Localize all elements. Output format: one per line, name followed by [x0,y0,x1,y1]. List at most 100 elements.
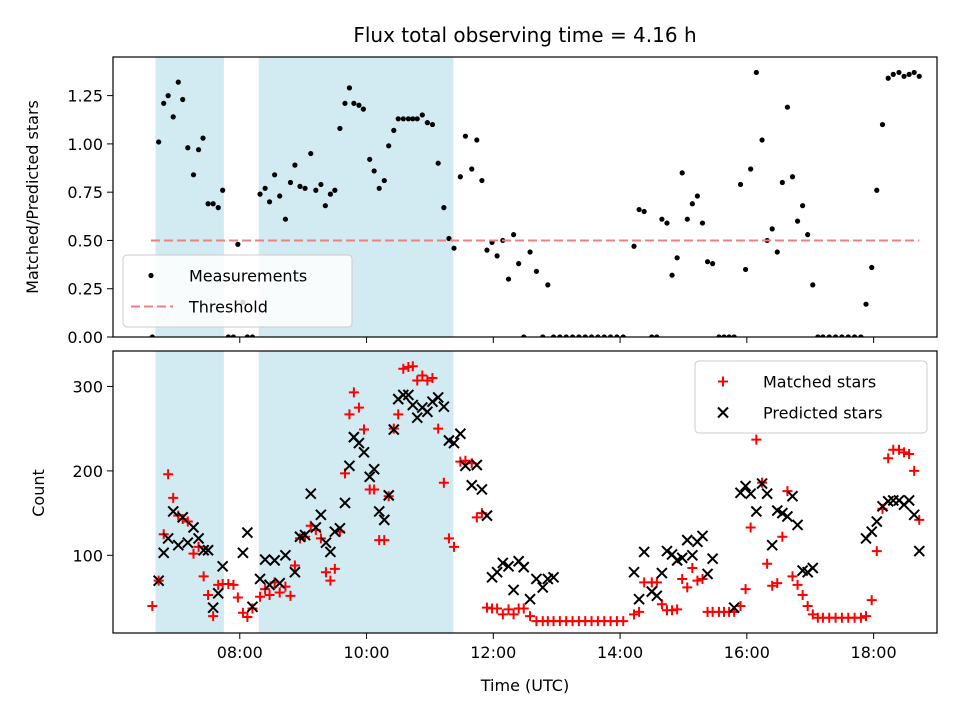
ratio-panel-y-axis-label: Matched/Predicted stars [23,100,42,294]
matched-star-point [687,562,698,573]
measurement-point [313,187,319,193]
predicted-star-point [547,571,560,583]
measurement-point [769,226,775,232]
predicted-star-point [791,519,804,531]
series-measurements [149,69,922,337]
measurement-point [805,232,811,238]
measurement-point [832,334,839,337]
matched-star-point [792,579,803,590]
measurement-point [200,135,206,141]
measurement-point [479,177,485,184]
measurement-point [620,334,626,337]
measurement-point [906,71,912,77]
matched-star-point [492,603,503,614]
matched-star-point [274,587,285,598]
measurement-point [659,216,665,222]
predicted-star-point [373,505,385,518]
matched-star-point [656,599,667,610]
measurement-point [494,253,500,259]
measurement-point [789,174,796,180]
measurement-point [601,334,607,337]
measurement-point [266,199,273,205]
measurement-point [292,162,298,168]
measurement-point [563,334,569,337]
predicted-star-point [237,547,249,559]
matched-star-point [412,375,423,386]
predicted-star-point [268,554,281,567]
measurement-point [215,205,221,211]
matched-star-point [359,424,370,435]
predicted-star-point [706,552,719,565]
measurement-point [858,334,864,337]
measurement-point [327,191,334,197]
predicted-star-point [388,423,400,436]
measurement-point [557,334,563,337]
predicted-star-point [681,534,693,546]
predicted-star-point [364,471,376,483]
measurement-point [779,179,785,186]
predicted-star-point [305,487,317,500]
measurement-point [277,193,283,199]
measurement-point [607,334,614,337]
predicted-star-point [320,536,332,549]
count-panel-y-axis-label: Count [29,469,48,517]
measurement-point [516,261,522,267]
measurement-point [429,121,436,128]
measurement-point [815,334,821,337]
measurement-point [400,116,406,122]
predicted-star-point [353,437,365,449]
x-axis-label: Time (UTC) [480,676,569,695]
predicted-star-point [497,557,509,569]
measurement-point [230,334,237,337]
measurement-point [654,334,660,337]
x-tick-label: 10:00 [343,643,389,662]
measurement-point [879,121,886,128]
measurement-point [332,187,338,193]
measurement-point [674,255,680,261]
measurement-point [759,137,765,143]
matched-star-point [163,469,174,480]
matched-star-point [871,546,882,557]
measurement-point [505,276,512,282]
measurement-point [569,334,576,337]
measurement-point [342,100,348,106]
measurement-point [649,334,655,337]
matched-star-point [899,447,910,458]
measurement-point [748,166,754,172]
measurement-point [820,334,826,337]
predicted-star-point [676,552,688,564]
matched-star-point [762,558,773,569]
measurement-point [742,266,749,273]
predicted-star-point [913,545,925,557]
measurement-point [220,187,226,193]
matched-star-point [449,541,460,552]
measurement-point [381,177,387,184]
measurement-point [576,334,582,337]
matched-star-point [802,600,813,611]
predicted-star-point [454,428,467,440]
measurement-point [527,249,533,255]
matched-star-point [682,582,693,593]
matched-star-point [767,580,778,591]
predicted-star-point [172,539,184,551]
predicted-star-point [871,515,883,528]
matched-star-point [393,409,404,420]
matched-star-point [208,611,219,622]
measurement-point [845,334,851,337]
matched-star-point [300,531,311,542]
predicted-star-point [397,389,410,401]
measurement-point [185,145,191,151]
matched-star-point [407,361,418,372]
measurement-point [710,261,716,267]
measurement-point [679,170,685,176]
ratio-panel: 0.00 0.25 0.50 0.75 1.00 1.25 Measurements Thre… [67,56,938,347]
measurement-point [726,334,732,337]
y-tick-label: 0.00 [67,328,103,347]
predicted-star-point [334,522,346,535]
matched-star-point [177,514,188,525]
legend-marker-predicted [717,406,729,419]
measurement-point [287,179,294,186]
measurement-point [545,282,551,288]
matched-star-point [855,612,866,623]
matched-star-point [751,434,762,445]
